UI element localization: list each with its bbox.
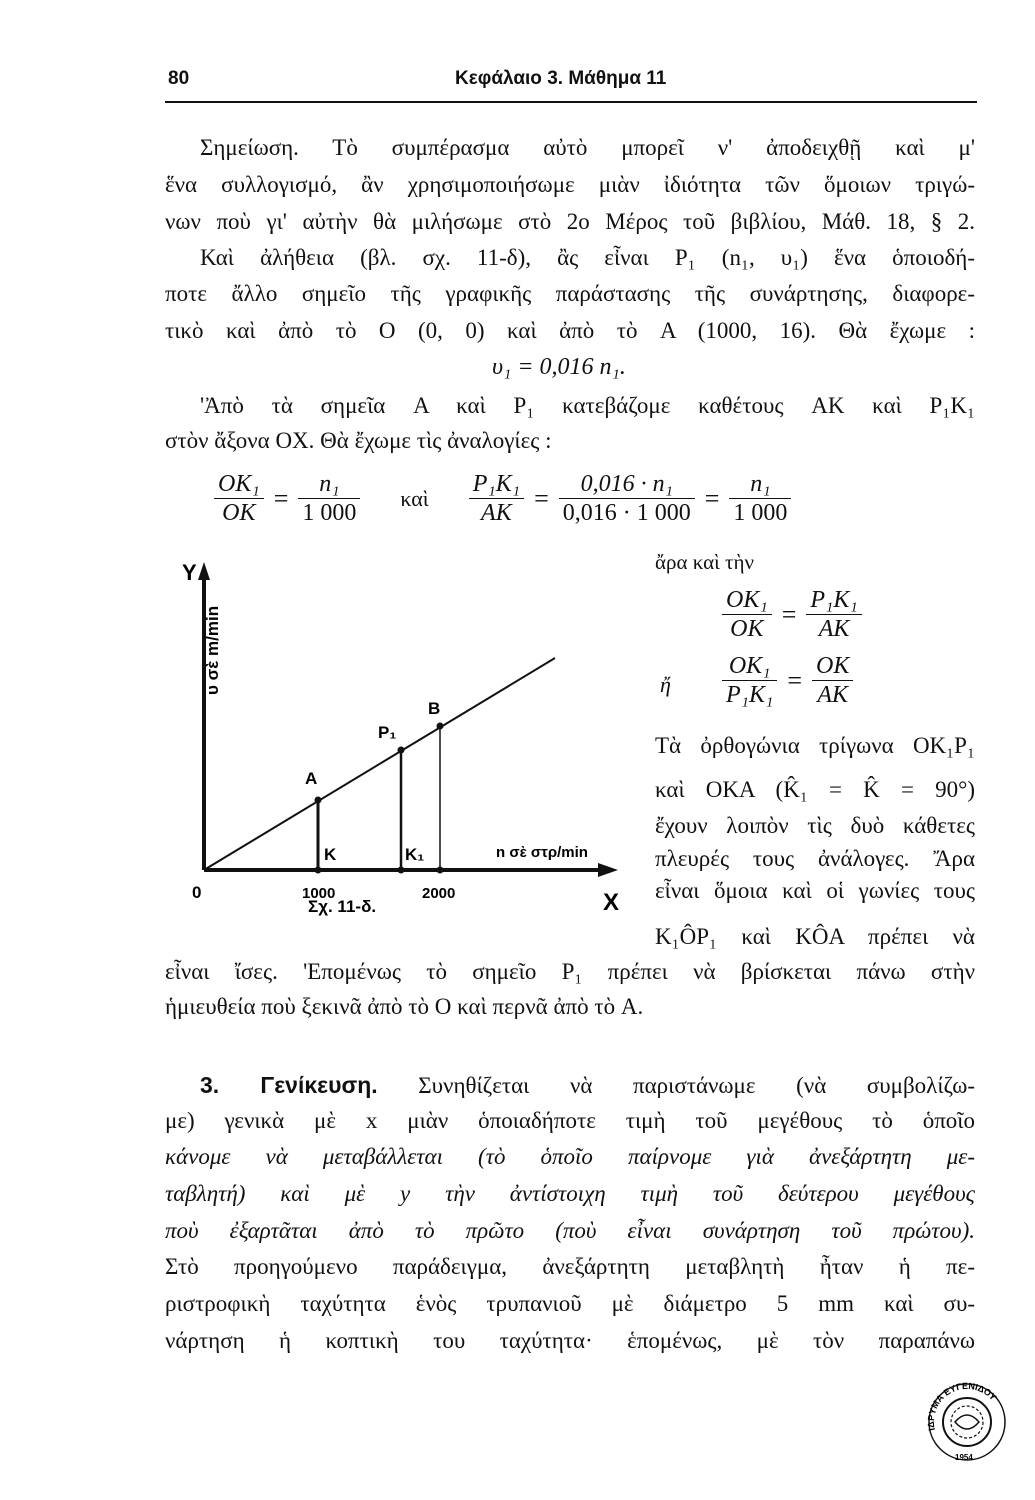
text-line: στὸν ἄξονα OX. Θὰ ἔχωμε τὶς ἀναλογίες : <box>165 428 552 453</box>
text-line: νάρτηση ἡ κοπτικὴ του ταχύτητα· ἑπομένως… <box>165 1328 975 1353</box>
point-label-A: A <box>305 769 317 788</box>
x-unit-label: n σὲ στρ/min <box>496 844 588 861</box>
x-tick-label: 2000 <box>422 885 455 902</box>
point-label-B: B <box>428 699 440 718</box>
x-axis-label: X <box>603 889 619 916</box>
origin-label: 0 <box>192 883 201 902</box>
text-line: καὶ OKA (K̂₁ = K̂ = 90°) <box>655 777 975 802</box>
equation: υ₁ = 0,016 n₁. <box>492 354 626 380</box>
figure-11-d: Y υ σὲ m/min 0 1000 2000 X n σὲ στρ/min … <box>182 560 619 916</box>
point-label-P1: P₁ <box>378 723 396 742</box>
text-line: 'Ἀπὸ τὰ σημεῖα A καὶ P₁ κατεβάζομε καθέτ… <box>200 393 975 418</box>
foundation-seal-logo: ΙΔΡΥΜΑ ΕΥΓΕΝΙΔΟΥ 1954 <box>926 1381 1006 1462</box>
text-line: κάνομε νὰ μεταβάλλεται (τὸ ὁποῖο παίρνομ… <box>165 1144 975 1169</box>
point-P1 <box>397 746 405 754</box>
figure-caption: Σχ. 11-δ. <box>308 897 376 916</box>
text-line: τικὸ καὶ ἀπὸ τὸ O (0, 0) καὶ ἀπὸ τὸ A (1… <box>165 318 975 343</box>
text-line: K₁ÔP₁ καὶ KÔA πρέπει νὰ <box>655 924 975 949</box>
tick-2000 <box>436 866 444 874</box>
text-line: Τὰ ὀρθογώνια τρίγωνα OK₁P₁ <box>655 733 975 758</box>
tick-1000 <box>314 866 322 874</box>
x-axis <box>204 863 618 877</box>
running-title: Κεφάλαιο 3. Μάθημα 11 <box>455 68 667 89</box>
or-word: ἤ <box>660 672 671 697</box>
text-line: με) γενικὰ μὲ x μιὰν ὁποιαδήποτε τιμὴ το… <box>165 1108 975 1133</box>
y-axis-label: Y <box>182 560 197 585</box>
y-unit-label: υ σὲ m/min <box>203 606 222 695</box>
text-line: ποτε ἄλλο σημεῖο τῆς γραφικῆς παράστασης… <box>165 281 975 306</box>
text-line: ἄρα καὶ τὴν <box>655 550 754 574</box>
foot-label-K1: K₁ <box>405 845 424 864</box>
text-line: ποὺ ἐξαρτᾶται ἀπὸ τὸ πρῶτο (ποὺ εἶναι συ… <box>165 1218 975 1243</box>
point-A <box>314 796 322 804</box>
text-line: Καὶ ἀλήθεια (βλ. σχ. 11-δ), ἂς εἶναι P₁ … <box>200 245 975 270</box>
svg-text:1954: 1954 <box>955 1453 973 1462</box>
text-line: πλευρές τους ἀνάλογες. Ἄρα <box>655 846 975 871</box>
y-axis <box>198 562 210 870</box>
text-line: ἕνα συλλογισμό, ἂν χρησιμοποιήσωμε μιὰν … <box>165 172 975 197</box>
proportions: OK₁ OK = n₁ 1 000 καὶ P₁K₁ AK = 0,016 · n₁ 0,016… <box>210 470 795 527</box>
function-line <box>203 657 556 871</box>
text-line: εἶναι ὅμοια καὶ οἱ γωνίες τους <box>655 878 975 903</box>
text-line: ταβλητή) καὶ μὲ y τὴν ἀντίστοιχη τιμὴ το… <box>165 1181 975 1206</box>
proportion-eq2: OK₁ OK = P₁K₁ AK <box>718 586 866 643</box>
foot-label-K: K <box>324 845 337 864</box>
text-line: νων ποὺ γι' αὐτὴν θὰ μιλήσωμε στὸ 2ο Μέρ… <box>165 209 975 234</box>
proportion-eq3: OK₁ P₁K₁ = OK AK <box>718 652 857 709</box>
text-line: Στὸ προηγούμενο παράδειγμα, ἀνεξάρτητη μ… <box>165 1254 975 1279</box>
text-line: Σημείωση. Τὸ συμπέρασμα αὐτὸ μπορεῖ ν' ἀ… <box>200 135 975 160</box>
header-rule <box>165 101 977 103</box>
text-line: ριστροφικὴ ταχύτητα ἑνὸς τρυπανιοῦ μὲ δι… <box>165 1291 975 1316</box>
text-line: εἶναι ἴσες. 'Επομένως τὸ σημεῖο P₁ πρέπε… <box>165 959 975 984</box>
text-line: 3. Γενίκευση. Συνηθίζεται νὰ παριστάνωμε… <box>200 1072 976 1098</box>
page-number: 80 <box>168 68 190 89</box>
tick-k1 <box>397 866 405 874</box>
x-tick-label: 1000 <box>302 885 335 902</box>
text-line: ἔχουν λοιπὸν τὶς δυὸ κάθετες <box>655 813 975 838</box>
point-B <box>436 722 444 730</box>
text-line: ἡμιευθεία ποὺ ξεκινᾶ ἀπὸ τὸ O καὶ περνᾶ … <box>165 994 644 1019</box>
section-heading: 3. Γενίκευση. <box>200 1072 378 1098</box>
